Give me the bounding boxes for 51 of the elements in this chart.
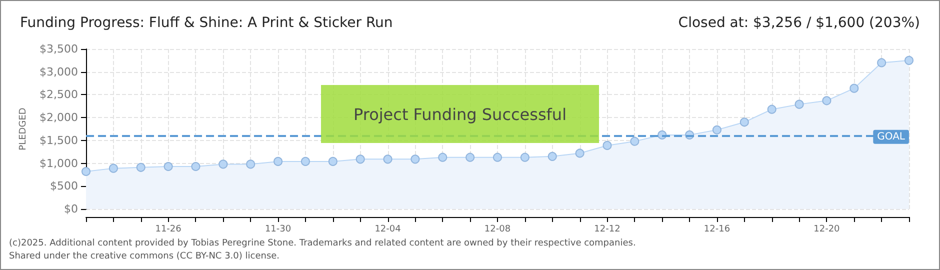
- y-tick-label: $3,500: [40, 42, 78, 56]
- point: [767, 104, 776, 114]
- y-axis-title: PLEDGED: [18, 108, 28, 150]
- x-tick-label: 11-26: [155, 224, 182, 234]
- point: [877, 58, 886, 68]
- point: [191, 162, 200, 171]
- point: [822, 96, 832, 106]
- y-tick-label: $0: [64, 202, 78, 216]
- point: [850, 84, 859, 93]
- point: [356, 154, 365, 164]
- point: [136, 162, 146, 172]
- point: [246, 160, 256, 169]
- point: [438, 152, 448, 162]
- point: [218, 160, 228, 169]
- y-tick-label: $1,000: [40, 156, 78, 170]
- point: [410, 154, 420, 164]
- y-tick-label: $2,000: [40, 111, 78, 124]
- success-banner: Project Funding Successful: [321, 85, 599, 143]
- point: [383, 154, 392, 164]
- x-tick-label: 11-30: [264, 224, 292, 234]
- x-tick-label: 12-20: [814, 224, 840, 234]
- chart-title: Funding Progress: Fluff & Shine: A Print & Sticker Run: [20, 15, 393, 31]
- point: [82, 167, 90, 176]
- point: [794, 100, 804, 109]
- point: [602, 140, 612, 150]
- point: [164, 162, 173, 171]
- point: [108, 164, 118, 173]
- x-tick-label: 12-16: [704, 224, 730, 234]
- point: [575, 148, 584, 158]
- y-tick-label: $500: [50, 180, 78, 193]
- point: [493, 152, 502, 162]
- x-tick-label: 12-08: [484, 224, 511, 234]
- text: Shared under the creative commons (CC BY-NC 3.0) license.: [9, 252, 280, 262]
- point: [904, 56, 914, 65]
- chart-subtitle: Closed at: $3,256 / $1,600 (203%): [678, 15, 920, 31]
- point: [712, 125, 722, 134]
- ref-line-label: GOAL: [877, 131, 906, 142]
- y-tick-label: $2,500: [40, 88, 78, 102]
- point: [328, 156, 338, 166]
- point: [520, 152, 530, 162]
- point: [274, 156, 283, 166]
- text: (c)2025. Additional content provided by Tobias Peregrine Stone. Trademarks and related content are owned by their respective companies.: [9, 238, 636, 248]
- point: [466, 152, 475, 162]
- point: [740, 118, 749, 127]
- y-tick-label: $3,000: [40, 65, 78, 78]
- point: [300, 156, 310, 166]
- x-tick-label: 12-12: [594, 224, 620, 234]
- x-tick-label: 12-04: [374, 224, 402, 234]
- point: [630, 136, 640, 146]
- y-tick-label: $1,500: [40, 134, 78, 147]
- point: [548, 152, 557, 161]
